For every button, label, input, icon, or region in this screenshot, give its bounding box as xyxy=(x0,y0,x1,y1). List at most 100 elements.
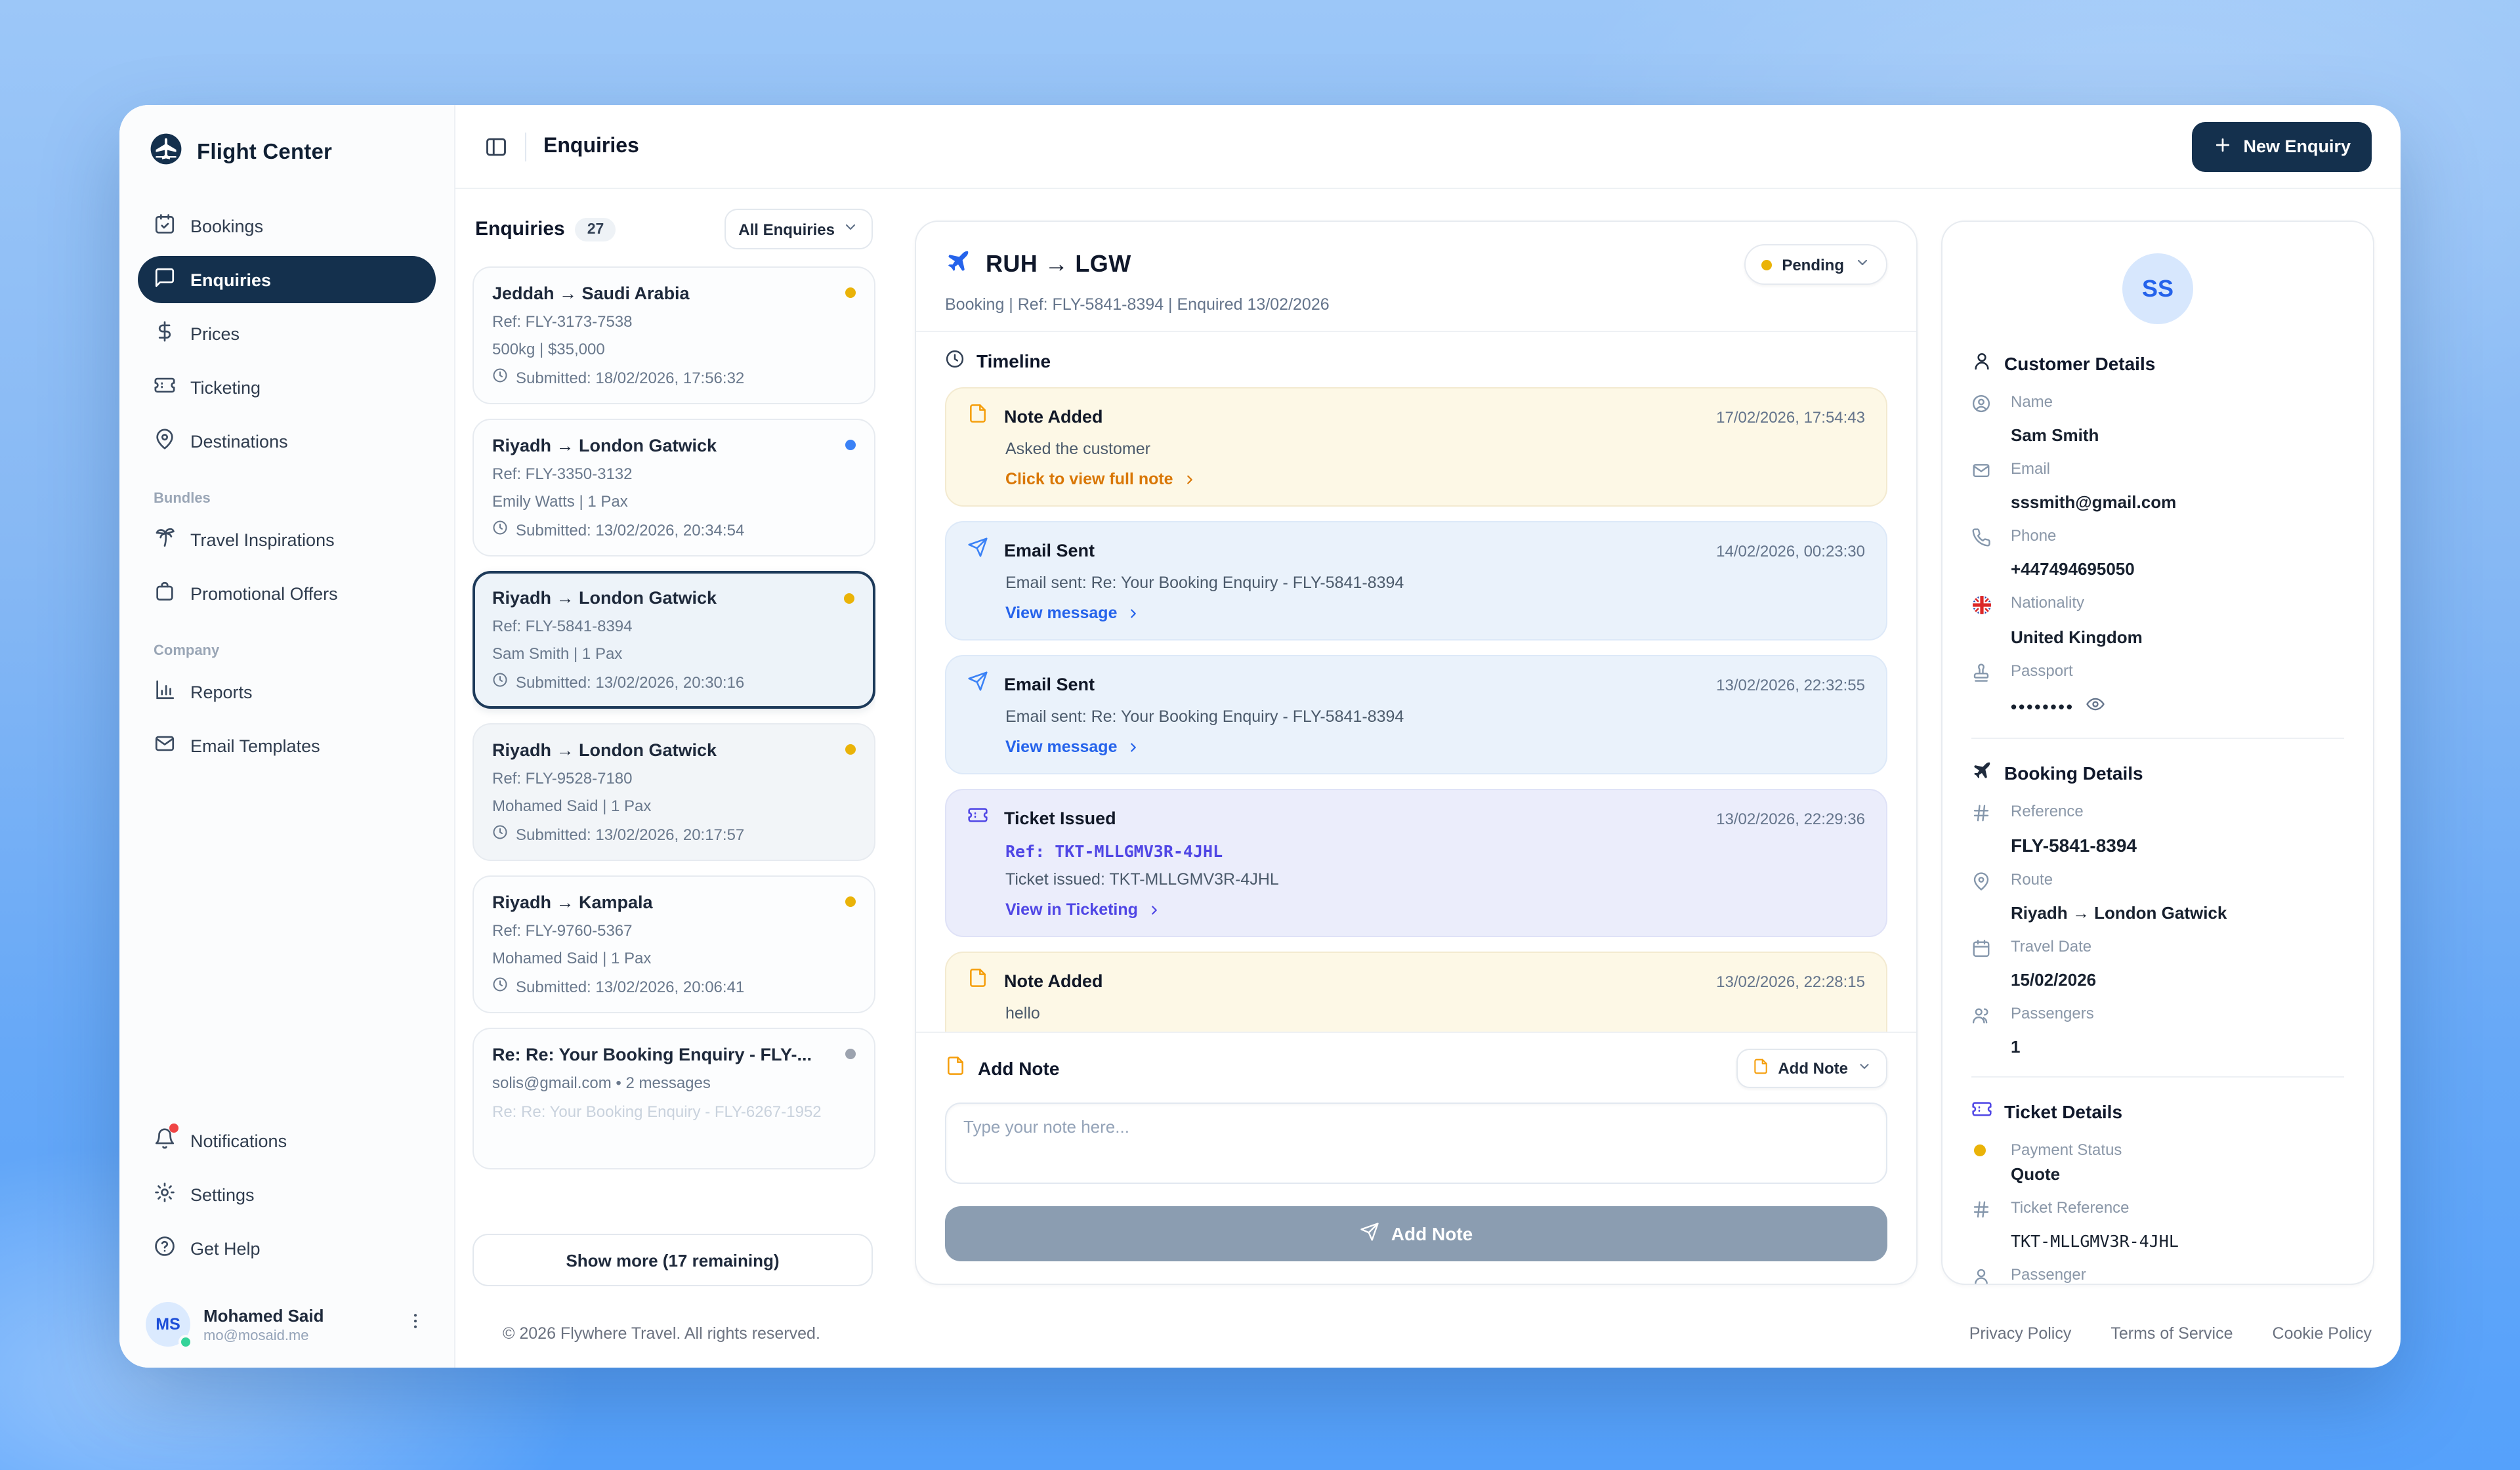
enquiry-submitted: Submitted: 13/02/2026, 20:06:41 xyxy=(516,977,745,996)
notification-badge xyxy=(169,1124,178,1133)
note-file-icon xyxy=(967,403,988,430)
field-passport: Passport •••••••• xyxy=(1971,662,2344,718)
timeline-item-ticket: Ticket Issued 13/02/2026, 22:29:36 Ref: … xyxy=(945,789,1887,937)
enquiry-filter-dropdown[interactable]: All Enquiries xyxy=(724,209,873,249)
sidebar-item-ticketing[interactable]: Ticketing xyxy=(138,364,436,411)
status-dot xyxy=(845,440,856,450)
person-icon xyxy=(1971,350,1992,375)
field-ticket-reference: Ticket Reference TKT-MLLGMV3R-4JHL xyxy=(1971,1198,2344,1251)
view-message-link[interactable]: View message xyxy=(1005,738,1865,756)
avatar: MS xyxy=(146,1302,193,1349)
view-in-ticketing-link[interactable]: View in Ticketing xyxy=(1005,900,1865,919)
note-input[interactable] xyxy=(945,1102,1887,1184)
status-dot xyxy=(845,287,856,298)
field-travel-date: Travel Date 15/02/2026 xyxy=(1971,937,2344,990)
enquiry-submitted: Submitted: 18/02/2026, 17:56:32 xyxy=(516,368,745,387)
hash-icon xyxy=(1971,802,2002,830)
kebab-menu-icon[interactable] xyxy=(400,1306,430,1343)
sidebar-item-get-help[interactable]: Get Help xyxy=(138,1225,436,1272)
timeline-scroll-area[interactable]: Note Added 17/02/2026, 17:54:43 Asked th… xyxy=(916,385,1916,1032)
enquiry-detail: Mohamed Said | 1 Pax xyxy=(492,797,652,815)
sidebar-item-enquiries[interactable]: Enquiries xyxy=(138,256,436,303)
customer-details-heading: Customer Details xyxy=(1971,350,2344,375)
clock-icon xyxy=(492,368,508,387)
online-status-dot xyxy=(178,1335,193,1349)
view-message-link[interactable]: View message xyxy=(1005,604,1865,622)
divider xyxy=(1971,1076,2344,1078)
eye-icon[interactable] xyxy=(2086,694,2106,718)
page-title: Enquiries xyxy=(543,135,639,157)
email-thread-preview: Re: Re: Your Booking Enquiry - FLY-6267-… xyxy=(492,1102,822,1121)
field-route: Route Riyadh → London Gatwick xyxy=(1971,870,2344,923)
details-panel: SS Customer Details Name Sam Smith Email… xyxy=(1941,189,2401,1305)
enquiry-detail-panel: RUH → LGW Pending Booking | Ref: FLY-584… xyxy=(891,189,1941,1305)
enquiry-detail-header: RUH → LGW Pending Booking | Ref: FLY-584… xyxy=(916,222,1916,332)
enquiry-detail: Emily Watts | 1 Pax xyxy=(492,492,628,511)
map-pin-icon xyxy=(154,428,176,454)
enquiry-card-selected[interactable]: Riyadh → London Gatwick Ref: FLY-5841-83… xyxy=(472,571,875,709)
divider xyxy=(1971,738,2344,739)
mail-icon xyxy=(154,732,176,759)
content: Enquiries 27 All Enquiries Jeddah → Saud… xyxy=(455,189,2401,1305)
sidebar-item-notifications[interactable]: Notifications xyxy=(138,1117,436,1164)
sidebar-item-travel-inspirations[interactable]: Travel Inspirations xyxy=(138,516,436,563)
dollar-icon xyxy=(154,320,176,346)
sidebar-item-bookings[interactable]: Bookings xyxy=(138,202,436,249)
terms-of-service-link[interactable]: Terms of Service xyxy=(2110,1324,2233,1343)
passport-masked-value: •••••••• xyxy=(2011,696,2074,716)
ticket-details-heading: Ticket Details xyxy=(1971,1099,2344,1124)
email-thread-title: Re: Re: Your Booking Enquiry - FLY-... xyxy=(492,1045,812,1064)
note-type-dropdown[interactable]: Add Note xyxy=(1736,1049,1887,1088)
status-dot xyxy=(845,744,856,755)
enquiry-submitted: Submitted: 13/02/2026, 20:34:54 xyxy=(516,520,745,539)
sidebar: Flight Center Bookings Enquiries Prices … xyxy=(119,105,455,1368)
enquiry-card[interactable]: Riyadh → London Gatwick Ref: FLY-9528-71… xyxy=(472,723,875,861)
palm-tree-icon xyxy=(154,526,176,553)
field-passengers: Passengers 1 xyxy=(1971,1004,2344,1057)
new-enquiry-button[interactable]: New Enquiry xyxy=(2192,121,2372,171)
sidebar-item-label: Ticketing xyxy=(190,377,261,397)
sidebar-item-settings[interactable]: Settings xyxy=(138,1171,436,1218)
sidebar-item-reports[interactable]: Reports xyxy=(138,668,436,715)
section-label-company: Company xyxy=(154,643,220,659)
sidebar-item-promotional-offers[interactable]: Promotional Offers xyxy=(138,570,436,617)
sidebar-item-prices[interactable]: Prices xyxy=(138,310,436,357)
enquiry-detail-card: RUH → LGW Pending Booking | Ref: FLY-584… xyxy=(915,220,1918,1285)
chevron-right-icon xyxy=(1131,742,1137,751)
person-icon xyxy=(1971,1265,2002,1284)
show-more-button[interactable]: Show more (17 remaining) xyxy=(472,1234,873,1286)
enquiry-card[interactable]: Riyadh → London Gatwick Ref: FLY-3350-31… xyxy=(472,419,875,556)
enquiry-detail: Mohamed Said | 1 Pax xyxy=(492,949,652,967)
uk-flag-icon xyxy=(1971,593,2002,622)
list-title: Enquiries xyxy=(475,218,565,240)
clock-icon xyxy=(492,672,508,692)
field-phone: Phone +447494695050 xyxy=(1971,526,2344,579)
enquiry-card[interactable]: Riyadh → Kampala Ref: FLY-9760-5367 Moha… xyxy=(472,875,875,1013)
enquiry-list-panel: Enquiries 27 All Enquiries Jeddah → Saud… xyxy=(455,189,891,1305)
cookie-policy-link[interactable]: Cookie Policy xyxy=(2272,1324,2372,1343)
chevron-down-icon xyxy=(843,219,858,239)
enquiry-card[interactable]: Jeddah → Saudi Arabia Ref: FLY-3173-7538… xyxy=(472,266,875,404)
note-file-icon xyxy=(967,967,988,995)
enquiry-cards-scroll[interactable]: Jeddah → Saudi Arabia Ref: FLY-3173-7538… xyxy=(472,266,875,1218)
sidebar-bottom: Notifications Settings Get Help MS Moham… xyxy=(138,1117,436,1349)
add-note-submit-button[interactable]: Add Note xyxy=(945,1206,1887,1261)
timeline-item-time: 13/02/2026, 22:28:15 xyxy=(1716,972,1865,990)
clock-icon xyxy=(945,349,965,373)
status-badge-dropdown[interactable]: Pending xyxy=(1744,244,1887,285)
app-window: Flight Center Bookings Enquiries Prices … xyxy=(119,105,2401,1368)
sidebar-toggle-icon[interactable] xyxy=(484,135,508,158)
enquiry-meta: Booking | Ref: FLY-5841-8394 | Enquired … xyxy=(945,295,1330,314)
user-menu[interactable]: MS Mohamed Said mo@mosaid.me xyxy=(138,1294,436,1349)
clock-icon xyxy=(492,520,508,539)
sidebar-item-destinations[interactable]: Destinations xyxy=(138,417,436,465)
sidebar-item-email-templates[interactable]: Email Templates xyxy=(138,722,436,769)
sidebar-bundles: Travel Inspirations Promotional Offers xyxy=(138,516,436,617)
view-full-note-link[interactable]: Click to view full note xyxy=(1005,470,1865,488)
copyright-text: © 2026 Flywhere Travel. All rights reser… xyxy=(503,1324,820,1343)
enquiry-email-card[interactable]: Re: Re: Your Booking Enquiry - FLY-... s… xyxy=(472,1028,875,1169)
enquiry-route: Riyadh → London Gatwick xyxy=(492,740,717,760)
ticket-icon xyxy=(154,374,176,400)
privacy-policy-link[interactable]: Privacy Policy xyxy=(1969,1324,2072,1343)
user-name: Mohamed Said xyxy=(203,1305,324,1325)
